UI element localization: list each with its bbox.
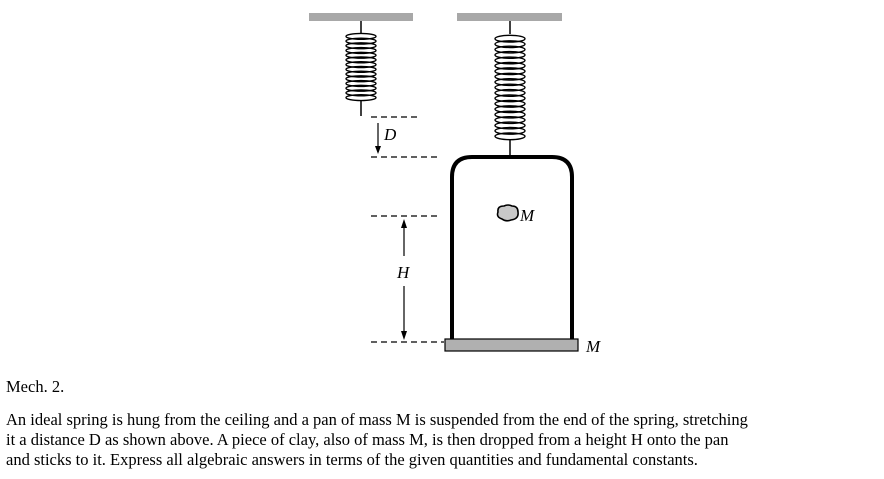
spring-coil bbox=[494, 132, 526, 141]
spring-coil bbox=[345, 37, 377, 45]
spring-coil bbox=[345, 84, 377, 92]
spring-coil bbox=[345, 79, 377, 88]
spring-coil bbox=[494, 56, 526, 65]
d-arrow-head bbox=[375, 146, 381, 154]
problem-line: and sticks to it. Express all algebraic … bbox=[6, 450, 698, 469]
spring-coil bbox=[494, 78, 526, 87]
spring-coil bbox=[345, 75, 377, 83]
spring-coil bbox=[494, 40, 526, 49]
right-ceiling bbox=[457, 13, 562, 21]
spring-coil bbox=[494, 72, 526, 81]
spring-coil bbox=[494, 110, 526, 119]
spring-coil bbox=[494, 83, 526, 92]
problem-line: it a distance D as shown above. A piece … bbox=[6, 430, 729, 449]
spring-coil bbox=[494, 94, 526, 103]
spring-coil bbox=[494, 115, 526, 125]
spring-coil bbox=[345, 94, 377, 102]
spring-coil bbox=[345, 70, 377, 78]
left-spring bbox=[345, 32, 377, 102]
pan-hanger-frame bbox=[450, 155, 574, 341]
h-arrow-head-down bbox=[401, 331, 407, 340]
spring-coil bbox=[494, 121, 526, 130]
spring-coil bbox=[494, 45, 526, 54]
spring-coil bbox=[494, 61, 526, 70]
spring-coil bbox=[345, 51, 377, 59]
spring-coil bbox=[345, 89, 377, 97]
problem-line: An ideal spring is hung from the ceiling… bbox=[6, 410, 748, 429]
left-ceiling bbox=[309, 13, 413, 21]
spring-coil bbox=[345, 65, 377, 73]
clay-blob bbox=[496, 204, 519, 222]
pan-mass-label: M bbox=[585, 337, 601, 356]
spring-coil bbox=[345, 42, 377, 50]
spring-coil bbox=[494, 105, 526, 114]
spring-coil bbox=[345, 56, 377, 64]
pan-base bbox=[444, 338, 579, 352]
d-label: D bbox=[383, 125, 397, 144]
spring-coil bbox=[494, 50, 526, 60]
spring-coil bbox=[494, 88, 526, 97]
spring-coil bbox=[345, 46, 377, 55]
spring-coil bbox=[345, 32, 377, 40]
h-label: H bbox=[396, 263, 411, 282]
h-arrow-head-up bbox=[401, 219, 407, 228]
spring-coil bbox=[494, 99, 526, 108]
spring-pan-diagram: D H M M bbox=[309, 13, 601, 356]
spring-coil bbox=[345, 61, 377, 69]
problem-heading: Mech. 2. bbox=[6, 377, 65, 396]
clay-mass-label: M bbox=[519, 206, 535, 225]
spring-coil bbox=[494, 34, 526, 43]
right-spring bbox=[494, 34, 526, 141]
spring-coil bbox=[494, 126, 526, 135]
problem-statement: An ideal spring is hung from the ceiling… bbox=[6, 410, 882, 470]
spring-coil bbox=[494, 67, 526, 76]
